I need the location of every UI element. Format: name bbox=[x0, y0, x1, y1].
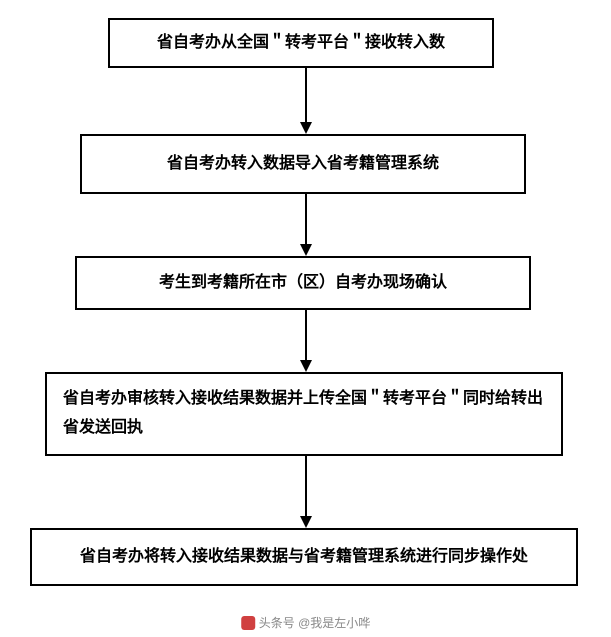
node-text: 省自考办审核转入接收结果数据并上传全国＂转考平台＂同时给转出省发送回执 bbox=[63, 385, 545, 443]
arrow-1-head bbox=[300, 122, 312, 134]
watermark: 头条号 @我是左小哗 bbox=[241, 614, 371, 631]
watermark-text: 头条号 @我是左小哗 bbox=[259, 614, 371, 631]
arrow-4-line bbox=[305, 456, 307, 516]
node-text: 省自考办将转入接收结果数据与省考籍管理系统进行同步操作处 bbox=[80, 543, 528, 572]
node-text: 省自考办从全国＂转考平台＂接收转入数 bbox=[157, 29, 445, 58]
arrow-2-line bbox=[305, 194, 307, 244]
arrow-3-line bbox=[305, 310, 307, 360]
flow-node-3: 考生到考籍所在市（区）自考办现场确认 bbox=[75, 256, 531, 310]
arrow-1-line bbox=[305, 68, 307, 122]
flow-node-2: 省自考办转入数据导入省考籍管理系统 bbox=[80, 134, 526, 194]
node-text: 省自考办转入数据导入省考籍管理系统 bbox=[167, 150, 439, 179]
arrow-3-head bbox=[300, 360, 312, 372]
flow-node-5: 省自考办将转入接收结果数据与省考籍管理系统进行同步操作处 bbox=[30, 528, 578, 586]
node-text: 考生到考籍所在市（区）自考办现场确认 bbox=[159, 269, 447, 298]
flowchart-container: 省自考办从全国＂转考平台＂接收转入数 省自考办转入数据导入省考籍管理系统 考生到… bbox=[0, 0, 611, 637]
flow-node-4: 省自考办审核转入接收结果数据并上传全国＂转考平台＂同时给转出省发送回执 bbox=[45, 372, 563, 456]
watermark-icon bbox=[241, 616, 255, 630]
arrow-2-head bbox=[300, 244, 312, 256]
arrow-4-head bbox=[300, 516, 312, 528]
flow-node-1: 省自考办从全国＂转考平台＂接收转入数 bbox=[108, 18, 494, 68]
